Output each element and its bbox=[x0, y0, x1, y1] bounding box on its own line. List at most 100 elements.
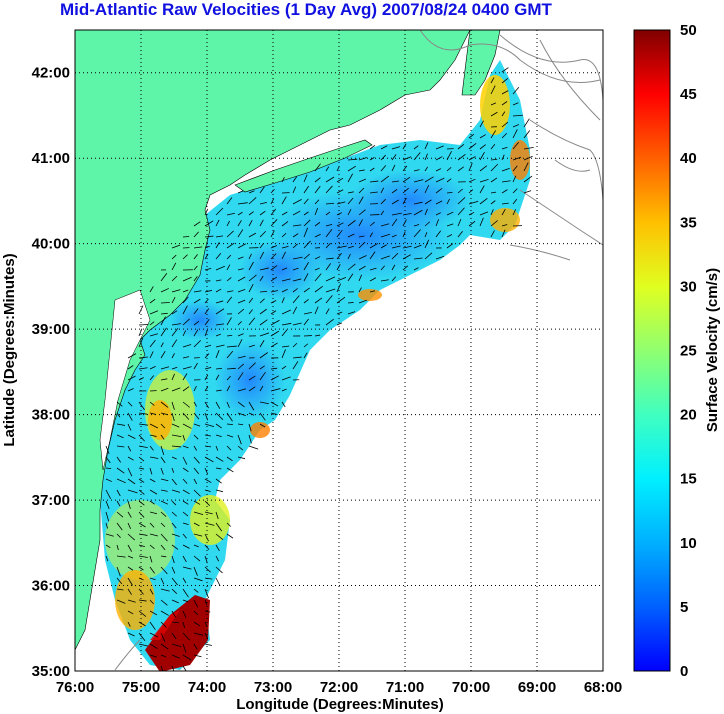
velocity-arrow bbox=[215, 207, 224, 216]
velocity-arrow bbox=[116, 555, 126, 558]
velocity-arrow bbox=[171, 412, 175, 422]
velocity-arrow bbox=[182, 643, 187, 653]
velocity-arrow bbox=[446, 178, 452, 183]
velocity-arrow bbox=[127, 511, 132, 518]
velocity-arrow bbox=[402, 165, 408, 172]
velocity-arrow bbox=[391, 146, 401, 150]
velocity-arrow bbox=[160, 577, 165, 585]
velocity-arrow bbox=[226, 296, 233, 304]
velocity-arrow bbox=[380, 165, 387, 172]
velocity-arrow bbox=[127, 566, 134, 571]
velocity-arrow bbox=[292, 267, 299, 271]
velocity-arrow bbox=[127, 434, 136, 439]
velocity-arrow bbox=[116, 423, 125, 426]
velocity-arrow bbox=[292, 306, 298, 315]
colorbar-tick-label: 35 bbox=[680, 214, 697, 231]
velocity-arrow bbox=[237, 333, 244, 337]
velocity-arrow bbox=[215, 367, 222, 370]
velocity-arrow bbox=[369, 243, 379, 249]
velocity-arrow bbox=[457, 230, 463, 238]
velocity-arrow bbox=[237, 434, 242, 445]
colorbar-tick-label: 45 bbox=[680, 86, 697, 103]
velocity-arrow bbox=[160, 423, 166, 429]
velocity-arrow bbox=[149, 489, 158, 495]
velocity-arrow bbox=[193, 290, 202, 293]
velocity-arrow bbox=[116, 588, 124, 591]
velocity-arrow bbox=[149, 423, 159, 429]
velocity-arrow bbox=[204, 489, 211, 492]
velocity-arrow bbox=[149, 365, 156, 370]
velocity-arrow bbox=[215, 544, 220, 552]
velocity-arrow bbox=[149, 445, 154, 451]
velocity-arrow bbox=[369, 232, 373, 238]
velocity-arrow bbox=[105, 456, 111, 464]
velocity-arrow bbox=[138, 324, 149, 326]
velocity-arrow bbox=[226, 367, 236, 370]
velocity-arrow bbox=[171, 533, 180, 537]
velocity-arrow bbox=[512, 175, 517, 183]
velocity-arrow bbox=[226, 197, 233, 205]
velocity-arrow bbox=[204, 643, 212, 646]
velocity-arrow bbox=[149, 310, 159, 315]
velocity-arrow bbox=[149, 599, 154, 605]
velocity-arrow bbox=[215, 279, 222, 282]
velocity-arrow bbox=[160, 511, 167, 517]
velocity-arrow bbox=[160, 632, 166, 642]
velocity-arrow bbox=[149, 654, 157, 658]
velocity-arrow bbox=[182, 654, 192, 661]
velocity-arrow bbox=[501, 189, 508, 194]
velocity-arrow bbox=[303, 198, 309, 205]
velocity-arrow bbox=[424, 166, 429, 172]
velocity-arrow bbox=[435, 255, 445, 260]
velocity-arrow bbox=[402, 176, 411, 183]
velocity-arrow bbox=[413, 224, 420, 227]
velocity-arrow bbox=[259, 340, 265, 348]
velocity-arrow bbox=[149, 467, 153, 475]
velocity-arrow bbox=[149, 351, 154, 359]
velocity-arrow bbox=[160, 654, 167, 658]
velocity-arrow bbox=[281, 288, 288, 293]
plot-border bbox=[74, 29, 604, 672]
velocity-arrow bbox=[215, 577, 221, 587]
velocity-arrow bbox=[281, 376, 291, 381]
velocity-arrow bbox=[237, 202, 248, 205]
velocity-arrow bbox=[105, 522, 108, 529]
velocity-arrow bbox=[358, 209, 366, 216]
velocity-arrow bbox=[182, 632, 190, 641]
velocity-arrow bbox=[501, 101, 508, 106]
velocity-arrow bbox=[380, 244, 387, 249]
velocity-arrow bbox=[193, 320, 200, 326]
velocity-arrow bbox=[413, 257, 423, 260]
velocity-arrow bbox=[138, 588, 144, 595]
velocity-arrow bbox=[204, 588, 209, 599]
velocity-arrow bbox=[281, 245, 289, 249]
velocity-arrow bbox=[248, 309, 253, 315]
velocity-arrow bbox=[468, 178, 476, 183]
velocity-arrow bbox=[105, 555, 109, 562]
velocity-arrow bbox=[424, 199, 432, 205]
velocity-arrow bbox=[490, 177, 498, 183]
velocity-arrow bbox=[402, 265, 409, 271]
velocity-arrow bbox=[523, 118, 530, 128]
velocity-arrow bbox=[215, 308, 225, 315]
velocity-arrow bbox=[479, 178, 489, 183]
velocity-arrow bbox=[435, 200, 443, 205]
velocity-arrow bbox=[182, 610, 187, 618]
velocity-arrow bbox=[149, 577, 156, 581]
velocity-arrow bbox=[479, 134, 486, 139]
velocity-arrow bbox=[270, 342, 278, 348]
velocity-arrow bbox=[391, 218, 398, 227]
velocity-arrow bbox=[160, 445, 165, 455]
velocity-arrow bbox=[325, 185, 333, 194]
velocity-arrow bbox=[501, 180, 511, 183]
velocity-arrow bbox=[116, 577, 123, 585]
velocity-arrow bbox=[391, 164, 396, 172]
velocity-arrow bbox=[347, 220, 356, 227]
velocity-arrow bbox=[391, 264, 396, 271]
velocity-arrow bbox=[138, 434, 145, 442]
velocity-arrow bbox=[204, 253, 209, 260]
velocity-arrow bbox=[149, 643, 158, 649]
velocity-arrow bbox=[248, 434, 252, 444]
velocity-arrow bbox=[160, 500, 169, 505]
